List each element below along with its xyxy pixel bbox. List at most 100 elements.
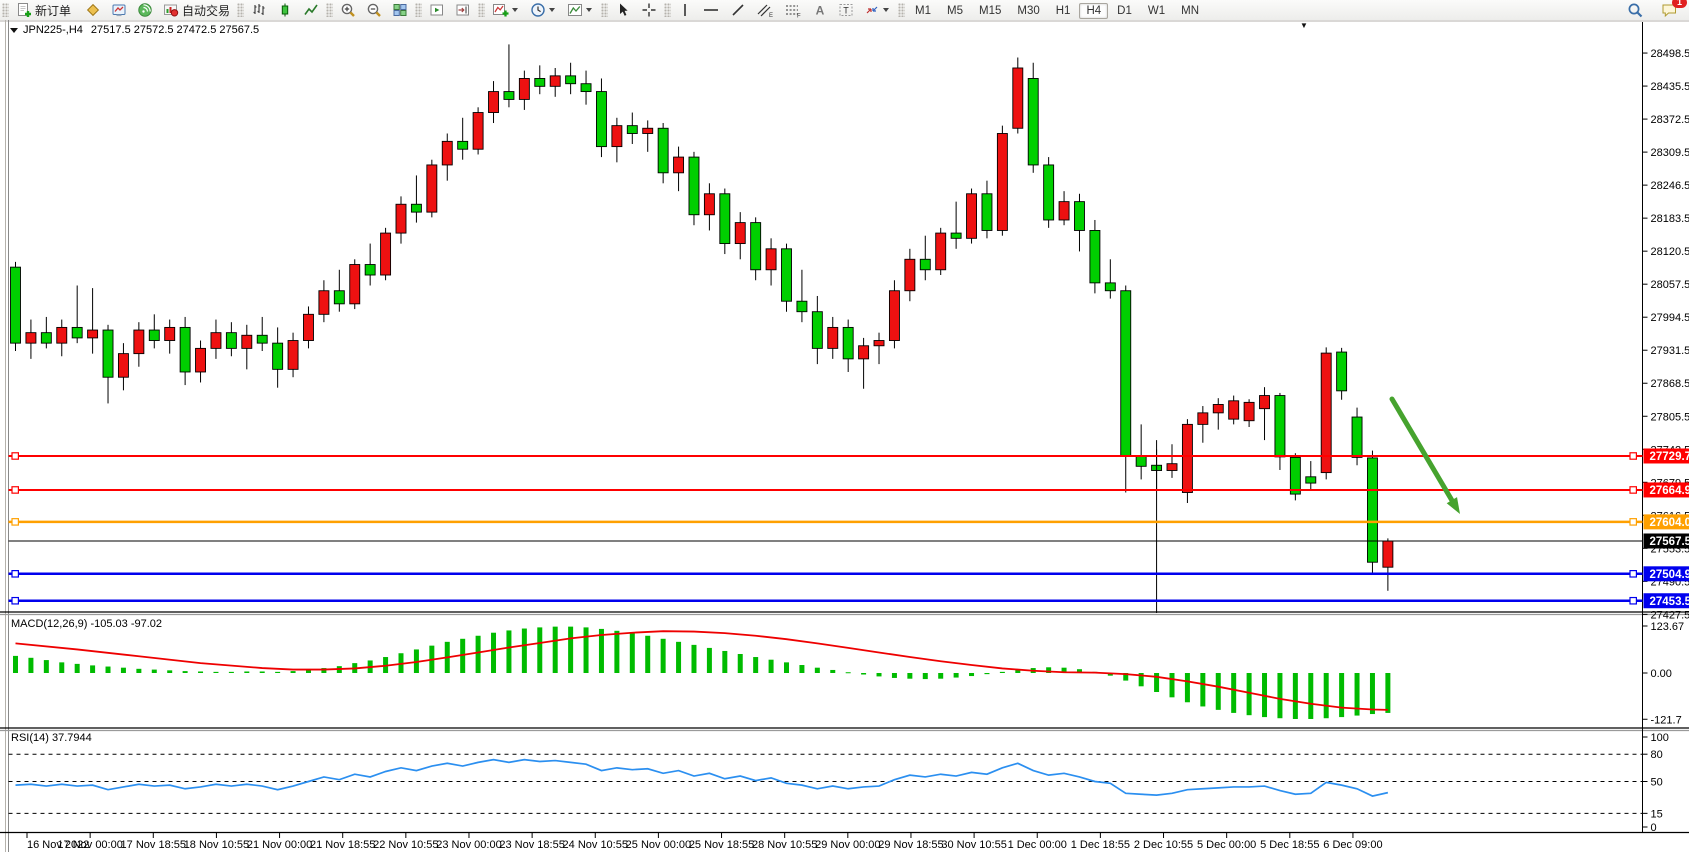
search-button[interactable] xyxy=(1623,0,1648,20)
indicators-button[interactable] xyxy=(488,0,524,20)
symbol-info-expander-icon[interactable] xyxy=(10,27,18,33)
candle-body xyxy=(673,156,685,174)
macd-histogram-bar xyxy=(614,630,620,673)
timeframe-W1[interactable]: W1 xyxy=(1147,5,1166,17)
timeframe-M30[interactable]: M30 xyxy=(1017,5,1040,17)
fibonacci-tool-button[interactable]: F xyxy=(780,0,806,20)
time-label: 16 Nov 2022 xyxy=(27,839,89,851)
history-center-button[interactable] xyxy=(81,0,105,20)
timeframe-M15[interactable]: M15 xyxy=(979,5,1002,17)
macd-histogram-bar xyxy=(1046,667,1052,673)
equidistant-channel-icon: E xyxy=(757,4,773,18)
macd-histogram-bar xyxy=(1339,673,1345,718)
line-handle[interactable] xyxy=(11,596,20,605)
auto-scroll-button[interactable] xyxy=(425,0,449,20)
periods-button[interactable] xyxy=(526,0,561,20)
cursor-tool-button[interactable] xyxy=(611,0,635,20)
macd-histogram-bar xyxy=(629,633,635,673)
price-line-label: 27664.9 xyxy=(1650,485,1689,497)
line-handle[interactable] xyxy=(11,518,20,526)
timeframe-MN[interactable]: MN xyxy=(1181,5,1199,17)
candlestick-mode-button[interactable] xyxy=(273,0,297,20)
candle-body xyxy=(981,193,993,231)
templates-button[interactable] xyxy=(563,0,598,20)
toolbar-grip[interactable] xyxy=(415,3,423,17)
notifications-button[interactable]: 1 xyxy=(1657,0,1687,20)
line-chart-mode-button[interactable] xyxy=(299,0,323,20)
vertical-line-icon xyxy=(684,4,686,16)
timeframe-H4[interactable]: H4 xyxy=(1079,3,1109,19)
macd-histogram-bar xyxy=(814,667,820,673)
candle-body xyxy=(318,290,330,315)
toolbar-grip[interactable] xyxy=(601,3,609,17)
autotrading-label: 自动交易 xyxy=(182,3,231,18)
macd-histogram-bar xyxy=(120,667,126,673)
line-handle[interactable] xyxy=(1629,518,1638,526)
chart-window[interactable]: 28498.5 28435.5 28372.5 28309.5 28246.5 28183… xyxy=(0,20,1689,858)
macd-histogram-bar xyxy=(491,632,497,673)
arrows-tool-button[interactable] xyxy=(860,0,895,20)
horizontal-line-tool-button[interactable] xyxy=(698,0,724,20)
crosshair-tool-button[interactable] xyxy=(637,0,661,20)
macd-histogram-bar xyxy=(321,668,327,673)
toolbar-grip[interactable] xyxy=(326,3,334,17)
line-handle[interactable] xyxy=(11,570,20,578)
macd-histogram-bar xyxy=(691,644,697,673)
text-tool-button[interactable]: A xyxy=(808,0,832,20)
candle-body xyxy=(765,248,777,271)
timeframe-H1[interactable]: H1 xyxy=(1055,5,1071,17)
chart-shift-marker-icon[interactable]: ▼ xyxy=(1300,21,1308,30)
line-handle[interactable] xyxy=(1629,486,1638,494)
line-handle[interactable] xyxy=(11,452,20,460)
candle-body xyxy=(25,332,37,344)
macd-histogram-bar xyxy=(938,673,944,679)
macd-histogram-bar xyxy=(1308,673,1314,719)
market-watch-button[interactable] xyxy=(107,0,131,20)
toolbar-grip[interactable] xyxy=(2,3,9,17)
trendline-tool-button[interactable] xyxy=(726,0,750,20)
trend-arrow-head[interactable] xyxy=(1446,497,1460,514)
data-window-button[interactable] xyxy=(133,0,157,20)
toolbar-grip[interactable] xyxy=(664,3,672,17)
zoom-in-button[interactable] xyxy=(336,0,360,20)
candle-body xyxy=(503,91,515,100)
toolbar-grip[interactable] xyxy=(478,3,486,17)
macd-histogram-bar xyxy=(1154,673,1160,693)
trend-arrow-line[interactable] xyxy=(1389,396,1458,509)
svg-text:15: 15 xyxy=(1651,808,1663,820)
line-chart-icon xyxy=(304,4,318,15)
vertical-line-tool-button[interactable] xyxy=(674,0,696,20)
timeframe-D1[interactable]: D1 xyxy=(1117,5,1132,17)
autotrading-button[interactable]: 自动交易 xyxy=(159,0,234,20)
price-line-label-box xyxy=(1643,593,1689,609)
line-handle[interactable] xyxy=(1629,596,1638,605)
toolbar-grip[interactable] xyxy=(237,3,245,17)
candle-body xyxy=(935,232,947,271)
timeframe-M5[interactable]: M5 xyxy=(947,5,963,17)
line-handle[interactable] xyxy=(1629,570,1638,578)
toolbar-grip[interactable] xyxy=(898,3,906,17)
chart-canvas[interactable]: 28498.5 28435.5 28372.5 28309.5 28246.5 28183… xyxy=(0,20,1689,858)
macd-histogram-bar xyxy=(1184,673,1190,703)
macd-histogram-bar xyxy=(660,638,666,673)
svg-text:27931.5: 27931.5 xyxy=(1651,345,1689,357)
candle-body xyxy=(1351,416,1363,458)
macd-histogram-bar xyxy=(861,673,867,675)
candle-body xyxy=(888,290,900,341)
text-label-tool-button[interactable]: T xyxy=(834,0,858,20)
chart-shift-button[interactable] xyxy=(451,0,475,20)
tile-windows-button[interactable] xyxy=(388,0,412,20)
line-handle[interactable] xyxy=(1629,452,1638,460)
channel-tool-button[interactable]: E xyxy=(752,0,778,20)
bar-chart-mode-button[interactable] xyxy=(247,0,271,20)
timeframe-M1[interactable]: M1 xyxy=(915,5,932,17)
line-handle[interactable] xyxy=(11,486,20,494)
new-order-button[interactable]: 新订单 xyxy=(12,0,75,20)
candle-body xyxy=(719,193,731,245)
search-icon xyxy=(1628,3,1643,17)
macd-histogram-bar xyxy=(891,673,897,678)
zoom-out-button[interactable] xyxy=(362,0,386,20)
macd-histogram-bar xyxy=(1354,673,1360,716)
macd-histogram-bar xyxy=(151,669,157,673)
